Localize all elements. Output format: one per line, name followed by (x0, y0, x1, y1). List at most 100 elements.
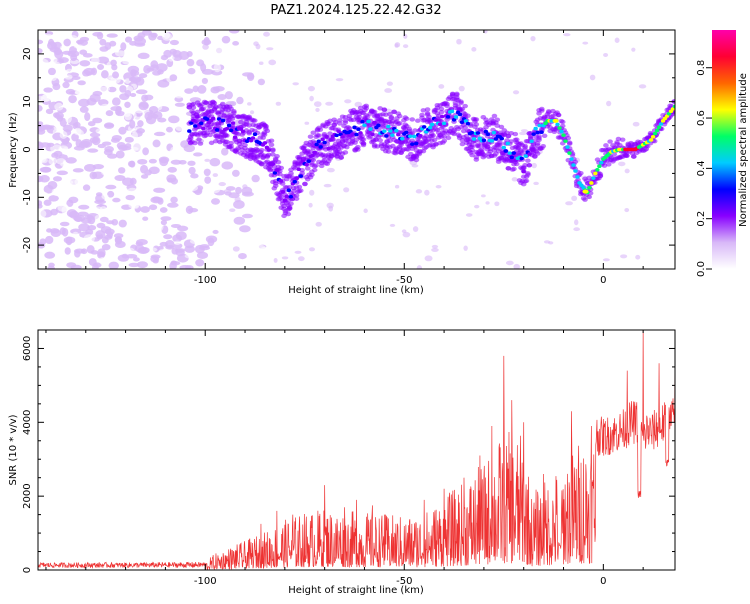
noise-blob (135, 89, 148, 95)
noise-blob (325, 101, 334, 106)
noise-blob (151, 114, 159, 119)
ridge-halo (426, 114, 432, 120)
ridge-halo (566, 141, 573, 146)
ridge-halo (290, 188, 297, 194)
ridge-halo (544, 114, 551, 119)
ridge-halo (469, 147, 475, 153)
ridge-core (193, 124, 198, 128)
ridge-halo (238, 119, 244, 125)
ridge-halo (540, 143, 547, 149)
noise-blob (114, 108, 122, 116)
noise-blob (59, 221, 70, 227)
noise-blob (134, 42, 146, 47)
noise-blob (170, 159, 182, 165)
ridge-core (224, 126, 230, 131)
ridge-halo (327, 131, 333, 136)
ridge-halo (441, 138, 448, 143)
ridge-core (507, 151, 512, 155)
noise-blob (202, 44, 209, 50)
noise-blob (315, 221, 322, 227)
noise-blob (184, 254, 194, 259)
noise-blob (153, 187, 166, 193)
y-tick-label: -20 (22, 237, 33, 253)
ridge-core (272, 171, 278, 175)
ridge-halo (534, 151, 541, 156)
noise-blob (159, 173, 166, 180)
ridge-halo (445, 135, 452, 141)
noise-blob (107, 190, 115, 198)
ridge-halo (424, 107, 431, 112)
ridge-halo (235, 132, 241, 137)
ridge-core (414, 141, 419, 146)
ridge-halo (413, 157, 420, 163)
noise-blob (155, 54, 162, 59)
noise-blob (150, 99, 160, 104)
noise-blob (46, 142, 55, 147)
noise-blob (139, 178, 148, 185)
ridge-core (284, 194, 290, 199)
noise-blob (309, 95, 314, 102)
noise-blob (197, 85, 207, 94)
noise-blob (129, 92, 137, 98)
noise-blob (254, 244, 266, 253)
noise-blob (308, 202, 313, 208)
noise-blob (281, 256, 289, 260)
ridge-core (388, 129, 393, 133)
ridge-core (226, 123, 232, 128)
noise-blob (159, 248, 168, 255)
noise-blob (485, 201, 490, 205)
noise-blob (207, 80, 219, 87)
ridge-halo (382, 112, 389, 117)
noise-blob (59, 227, 66, 235)
noise-blob (78, 204, 90, 210)
ridge-core (340, 135, 345, 139)
noise-blob (42, 92, 54, 102)
noise-blob (512, 90, 520, 95)
noise-blob (249, 110, 255, 115)
ridge-core (310, 153, 315, 158)
ridge-halo (430, 133, 436, 138)
ridge-halo (405, 147, 411, 152)
y-tick-label: 0 (22, 146, 33, 152)
noise-blob (165, 245, 175, 250)
noise-blob (323, 183, 332, 188)
ridge-core (599, 160, 604, 165)
ridge-core (527, 152, 532, 156)
noise-blob (94, 214, 101, 223)
noise-blob (169, 74, 178, 82)
noise-blob (313, 101, 322, 108)
ridge-halo (274, 154, 280, 159)
ridge-core (573, 169, 578, 173)
noise-blob (160, 219, 168, 226)
noise-blob (58, 32, 68, 40)
noise-blob (161, 90, 171, 98)
noise-blob (38, 200, 43, 206)
ridge-halo (522, 143, 528, 149)
noise-blob (70, 53, 78, 62)
noise-blob (220, 57, 231, 64)
ridge-halo (187, 136, 194, 141)
ridge-halo (465, 113, 471, 118)
noise-blob (119, 85, 127, 93)
ridge-core (252, 132, 258, 137)
noise-blob (233, 216, 246, 225)
ridge-core (286, 188, 292, 192)
noise-blob (218, 182, 226, 187)
noise-blob (232, 169, 240, 177)
ridge-core (390, 133, 395, 137)
noise-blob (112, 71, 120, 79)
ridge-core (382, 129, 387, 133)
noise-blob (125, 36, 133, 43)
colorbar-tick-label: 0.2 (696, 211, 707, 227)
noise-blob (129, 119, 136, 129)
noise-blob (183, 80, 195, 88)
ridge-core (652, 131, 658, 136)
colorbar-tick-label: 0.6 (696, 110, 707, 126)
noise-blob (124, 112, 132, 121)
noise-blob (632, 121, 640, 127)
noise-blob (101, 193, 109, 200)
noise-blob (190, 173, 199, 179)
ridge-halo (586, 194, 593, 200)
noise-blob (149, 64, 159, 71)
noise-blob (234, 196, 241, 203)
